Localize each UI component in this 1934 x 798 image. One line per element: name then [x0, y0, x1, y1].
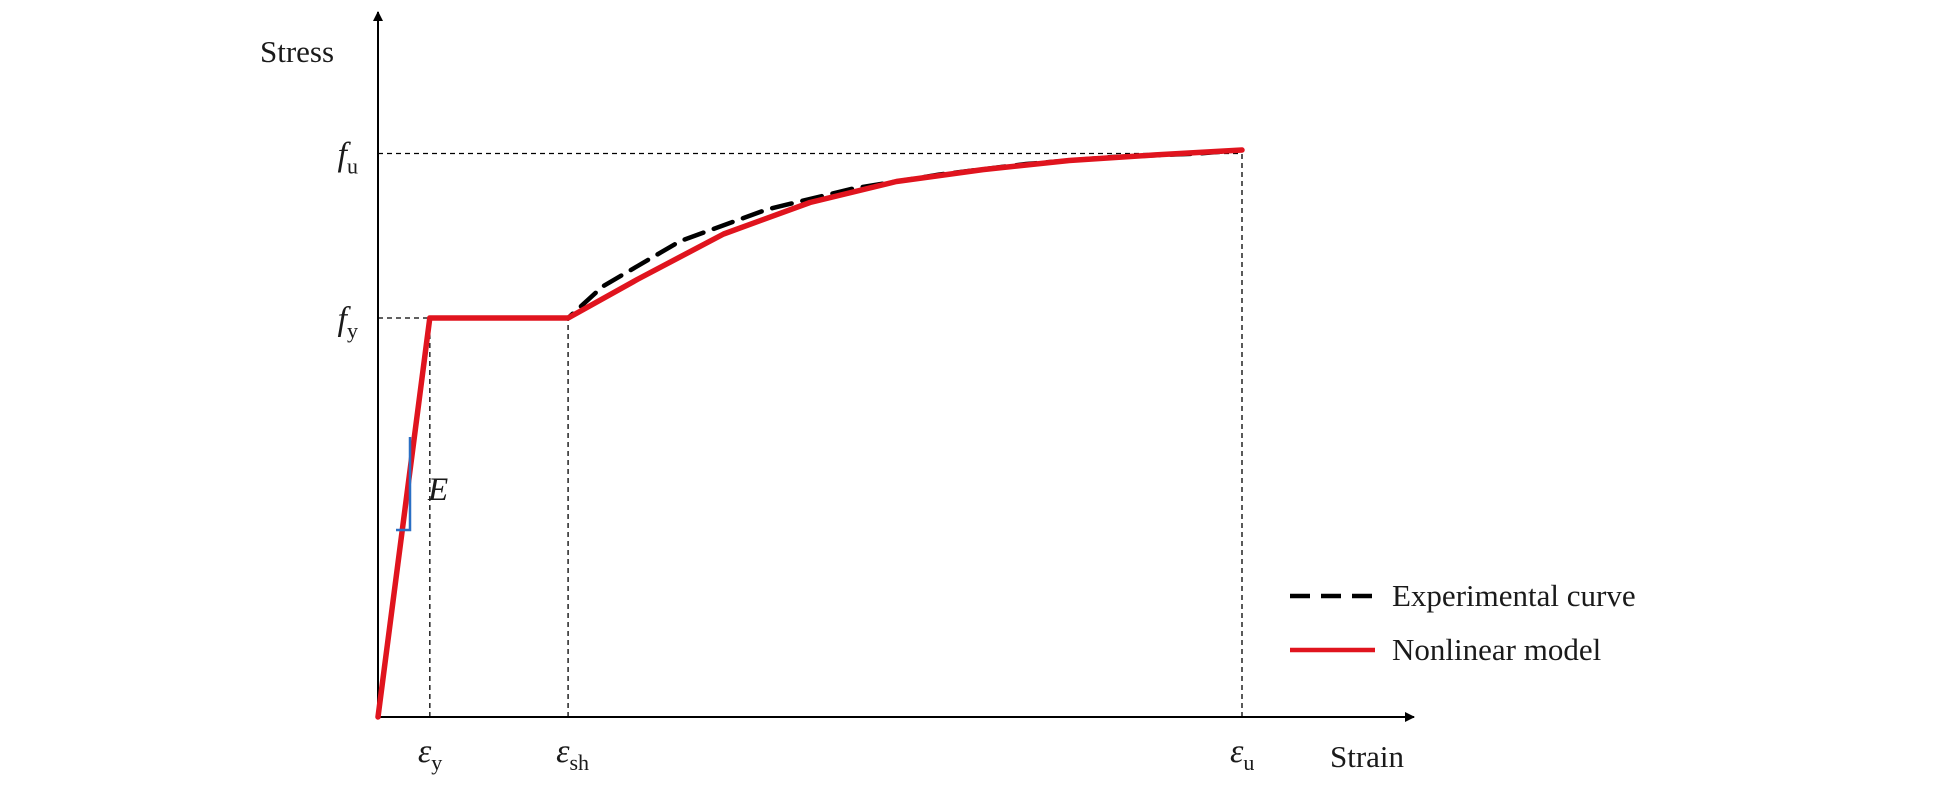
- legend: Experimental curve Nonlinear model: [1290, 578, 1636, 667]
- x-tick-label-eps-sh: εsh: [556, 733, 589, 775]
- slope-triangle: [396, 437, 412, 532]
- x-tick-label-eps-u: εu: [1230, 733, 1254, 775]
- y-tick-label-fu: fu: [338, 137, 358, 179]
- x-axis-label: Strain: [1330, 739, 1405, 774]
- guide-lines: [378, 152, 1243, 717]
- series-layer: [375, 147, 1245, 720]
- slope-label-e: E: [427, 472, 448, 508]
- series-experimental-curve: [375, 147, 1245, 720]
- legend-label-nonlinear-model: Nonlinear model: [1392, 632, 1601, 667]
- legend-item-experimental-curve: Experimental curve: [1290, 578, 1636, 613]
- x-tick-label-eps-y: εy: [418, 733, 442, 775]
- y-tick-label-fy: fy: [338, 301, 358, 343]
- tick-labels: fy fu εy εsh εu: [338, 137, 1255, 776]
- legend-label-experimental-curve: Experimental curve: [1392, 578, 1636, 613]
- series-nonlinear-model: [375, 147, 1245, 720]
- y-axis-label: Stress: [260, 34, 334, 69]
- legend-item-nonlinear-model: Nonlinear model: [1290, 632, 1601, 667]
